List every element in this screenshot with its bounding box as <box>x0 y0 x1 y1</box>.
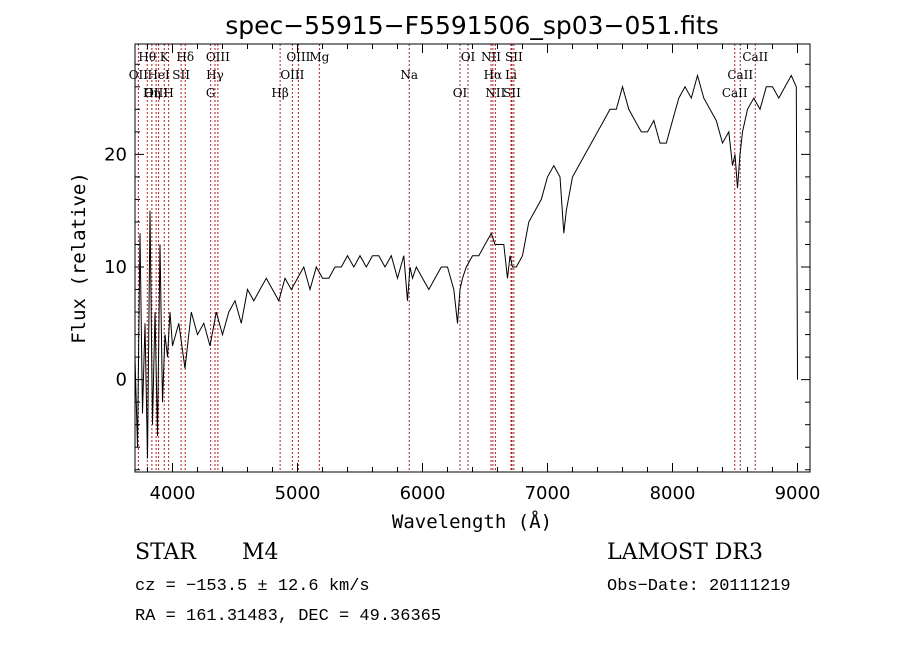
marker-label: H <box>163 86 173 100</box>
sky-coordinates: RA = 161.31483, DEC = 49.36365 <box>135 607 441 626</box>
marker-label: Hθ <box>138 50 156 64</box>
y-tick-label: 0 <box>116 370 127 391</box>
x-tick-label: 9000 <box>775 483 821 504</box>
marker-label: Na <box>400 68 418 82</box>
observation-date: Obs−Date: 20111219 <box>607 577 791 596</box>
spectrum-line <box>134 73 798 459</box>
marker-label: Hγ <box>206 68 224 82</box>
x-tick-label: 6000 <box>400 483 446 504</box>
survey-label: LAMOST DR3 <box>607 540 763 565</box>
marker-label: G <box>206 86 216 100</box>
marker-label: K <box>160 50 170 64</box>
object-subclass: M4 <box>242 540 279 565</box>
x-axis-title: Wavelength (Å) <box>392 510 552 533</box>
marker-label: HeI <box>147 68 170 82</box>
y-axis-title: Flux (relative) <box>68 172 90 344</box>
plot-frame <box>134 43 811 473</box>
y-axis-ticks: 0 10 20 <box>104 63 810 471</box>
marker-label: CaII <box>727 68 753 82</box>
emission-line-markers <box>137 44 756 472</box>
x-axis-ticks: 4000 5000 6000 7000 8000 9000 <box>147 44 821 504</box>
marker-label: Mg <box>309 50 329 64</box>
chart-title: spec−55915−F5591506_sp03−051.fits <box>225 11 719 40</box>
marker-label: OIII <box>286 50 310 64</box>
x-tick-label: 4000 <box>150 483 196 504</box>
marker-label: OI <box>461 50 476 64</box>
marker-label: OIII <box>280 68 304 82</box>
marker-label: NII <box>481 50 501 64</box>
marker-label: NII <box>485 86 505 100</box>
marker-label: Hδ <box>176 50 194 64</box>
y-tick-label: 10 <box>104 257 127 278</box>
marker-label: OI <box>453 86 468 100</box>
marker-label: SII <box>172 68 190 82</box>
marker-label: SII <box>503 86 521 100</box>
x-tick-label: 8000 <box>650 483 696 504</box>
object-class: STAR <box>135 540 197 565</box>
marker-label: CaII <box>722 86 748 100</box>
marker-label: CaII <box>742 50 768 64</box>
marker-label: OIII <box>206 50 230 64</box>
redshift-velocity: cz = −153.5 ± 12.6 km/s <box>135 577 370 596</box>
marker-label: Hη <box>143 86 161 100</box>
marker-label: Li <box>505 68 517 82</box>
marker-label: Hα <box>484 68 503 82</box>
marker-label: SII <box>505 50 523 64</box>
x-tick-label: 7000 <box>525 483 571 504</box>
marker-label: Hβ <box>271 86 288 100</box>
marker-label: OII <box>129 68 149 82</box>
y-tick-label: 20 <box>104 144 127 165</box>
emission-line-labels: HθOIIOIIIKHeIHηHδSIIHOIIIHγGOIIIOIIIHβMg… <box>129 50 769 100</box>
marker-label: OIII <box>144 86 168 100</box>
x-tick-label: 5000 <box>275 483 321 504</box>
